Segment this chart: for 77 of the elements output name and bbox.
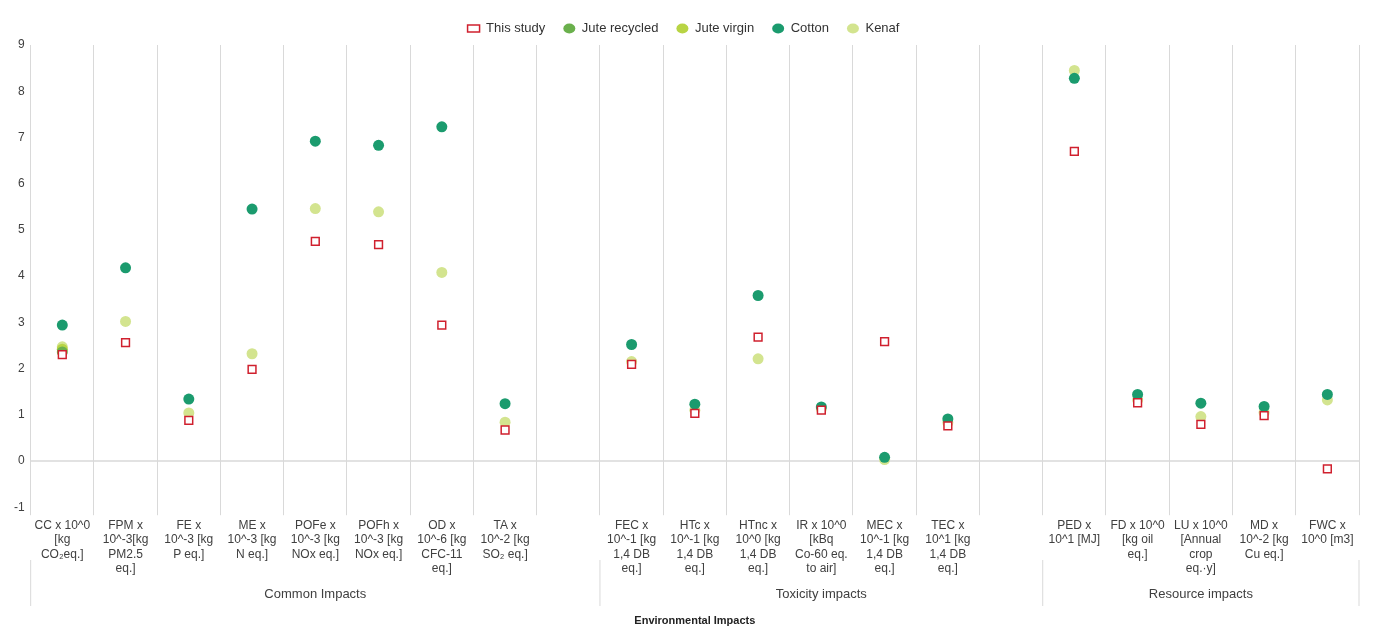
point (1069, 146, 1079, 156)
point (184, 415, 194, 425)
point (1259, 411, 1269, 421)
point (309, 203, 321, 215)
x-tick-label: TEC x 10^1 [kg 1,4 DB eq.] (925, 517, 971, 575)
y-tick-label: 1 (17, 407, 25, 422)
y-tick-label: 2 (17, 360, 25, 375)
point (752, 290, 764, 302)
y-tick-label: -1 (14, 499, 25, 514)
point (183, 393, 195, 405)
point (1321, 388, 1333, 400)
x-tick-label: MEC x 10^-1 [kg 1,4 DB eq.] (860, 517, 910, 575)
legend-label: Kenaf (865, 20, 900, 36)
point (120, 338, 131, 348)
x-tick-label: FWC x 10^0 [m3] (1301, 517, 1354, 547)
x-tick-label: IR x 10^0 [kBq Co-60 eq. to air] (794, 517, 848, 575)
point (120, 262, 132, 274)
point (436, 266, 448, 278)
point (626, 339, 638, 351)
legend-label: Jute recycled (581, 20, 659, 36)
point (373, 206, 385, 218)
x-tick-label: FE x 10^-3 [kg P eq.] (164, 517, 214, 561)
y-tick-label: 3 (17, 314, 25, 329)
point (373, 240, 384, 250)
text: Toxicity impacts (775, 585, 868, 601)
point (1258, 400, 1270, 412)
point (309, 135, 321, 147)
point (56, 319, 68, 331)
point (753, 332, 763, 342)
y-tick-label: 0 (17, 453, 25, 468)
x-tick-label: CC x 10^0 [kg CO₂eq.] (34, 517, 91, 561)
x-tick-label: PED x 10^1 [MJ] (1048, 517, 1101, 547)
x-tick-label: FPM x 10^-3[kg PM2.5 eq.] (102, 517, 149, 575)
point (120, 315, 132, 327)
x-tick-label: MD x 10^-2 [kg Cu eq.] (1239, 517, 1289, 561)
point (500, 425, 510, 435)
y-tick-label: 7 (17, 129, 25, 144)
x-tick-label: ME x 10^-3 [kg N eq.] (227, 517, 277, 561)
x-axis-title: Environmental Impacts (634, 614, 756, 627)
point (310, 236, 320, 247)
x-tick-label: OD x 10^-6 [kg CFC-11 eq.] (417, 517, 467, 575)
x-tick-label: FD x 10^0 [kg oil eq.] (1110, 517, 1166, 561)
point (690, 408, 700, 419)
x-tick-label: HTnc x 10^0 [kg 1,4 DB eq.] (735, 517, 781, 575)
point (879, 337, 890, 347)
x-tick-label: TA x 10^-2 [kg SO₂ eq.] (480, 517, 530, 561)
legend-label: Jute virgin (694, 20, 755, 36)
point (437, 320, 447, 330)
y-tick-label: 4 (17, 268, 25, 283)
point (436, 121, 448, 133)
point (1068, 72, 1080, 84)
point (1132, 398, 1143, 408)
point (1195, 397, 1207, 409)
point (499, 398, 511, 410)
point (689, 398, 701, 410)
text: Resource impacts (1148, 585, 1254, 601)
legend-label: This study (486, 20, 546, 36)
point (1196, 419, 1206, 430)
point (752, 353, 764, 365)
point (943, 421, 953, 431)
point (246, 203, 258, 215)
point (246, 348, 258, 360)
text: Common Impacts (264, 585, 367, 601)
x-tick-label: POFh x 10^-3 [kg NOx eq.] (354, 517, 404, 561)
y-tick-label: 9 (17, 37, 25, 52)
x-tick-label: POFe x 10^-3 [kg NOx eq.] (290, 517, 340, 561)
x-tick-label: FEC x 10^-1 [kg 1,4 DB eq.] (607, 517, 657, 575)
y-tick-label: 5 (17, 222, 25, 237)
point (57, 350, 67, 360)
point (247, 364, 257, 375)
x-tick-label: LU x 10^0 [Annual crop eq.·y] (1174, 517, 1229, 575)
legend-label: Cotton (790, 20, 829, 36)
y-tick-label: 6 (17, 175, 25, 190)
y-tick-label: 8 (17, 83, 25, 98)
point (373, 139, 385, 151)
point (1322, 464, 1333, 474)
x-tick-label: HTc x 10^-1 [kg 1,4 DB eq.] (670, 517, 720, 575)
